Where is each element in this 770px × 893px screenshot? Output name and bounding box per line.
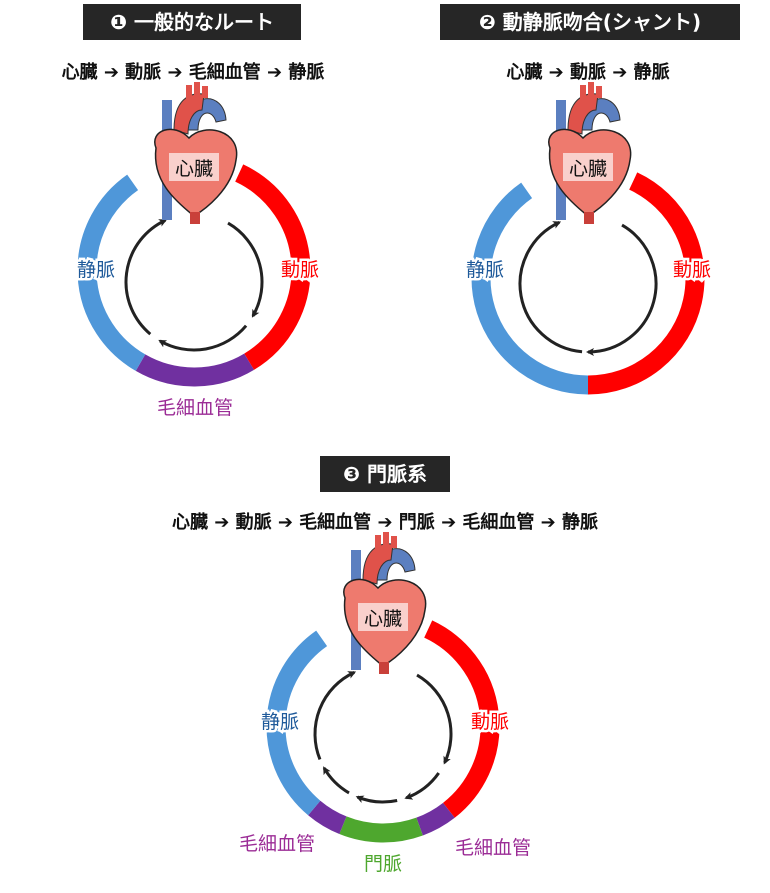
title-portal-system: ❸ 門脈系	[320, 456, 450, 492]
capillary-segment-left	[308, 800, 347, 835]
heart-label-bg	[358, 603, 408, 631]
flow-arrow	[158, 324, 248, 352]
artery-segment	[424, 620, 500, 818]
flow-arrow	[313, 671, 357, 761]
capillary-segment	[135, 353, 254, 387]
flow-arrow	[404, 772, 440, 800]
heart-label: 心臓	[569, 158, 607, 180]
title-shunt: ❷ 動静脈吻合(シャント)	[440, 4, 740, 40]
flow-arrow	[322, 766, 350, 795]
vein-segment	[77, 174, 146, 371]
heart-label-bg	[169, 153, 219, 181]
vessel-label: 静脈	[77, 259, 115, 281]
heart-label: 心臓	[175, 158, 213, 180]
flow-arrow	[124, 219, 168, 336]
title-general-route: ❶ 一般的なルート	[83, 4, 301, 40]
vessel-label: 毛細血管	[239, 833, 315, 855]
flow-arrow	[227, 221, 264, 318]
vein-segment	[266, 630, 328, 816]
vessel-label: 動脈	[673, 259, 711, 281]
vessel-label: 静脈	[466, 259, 504, 281]
flow-arrow	[355, 795, 398, 804]
vein-segment	[471, 182, 589, 395]
heart-label-bg	[563, 153, 613, 181]
artery-segment	[235, 164, 311, 370]
heart-label: 心臓	[364, 608, 402, 630]
route-portal: 心臓 ➔ 動脈 ➔ 毛細血管 ➔ 門脈 ➔ 毛細血管 ➔ 静脈	[171, 512, 599, 533]
vessel-label: 毛細血管	[157, 397, 233, 419]
flow-arrow	[416, 673, 453, 765]
route-general: 心臓 ➔ 動脈 ➔ 毛細血管 ➔ 静脈	[61, 62, 325, 83]
vessel-label: 門脈	[364, 853, 402, 875]
vessel-label: 動脈	[471, 711, 509, 733]
vessel-label: 動脈	[281, 259, 319, 281]
portal-segment	[339, 816, 423, 843]
flow-arrow	[518, 221, 583, 354]
flow-arrow	[586, 223, 658, 356]
route-shunt: 心臓 ➔ 動脈 ➔ 静脈	[506, 62, 670, 83]
capillary-segment-right	[416, 802, 455, 836]
vessel-label: 静脈	[261, 711, 299, 733]
vessel-label: 毛細血管	[455, 837, 531, 859]
artery-segment	[587, 172, 705, 395]
